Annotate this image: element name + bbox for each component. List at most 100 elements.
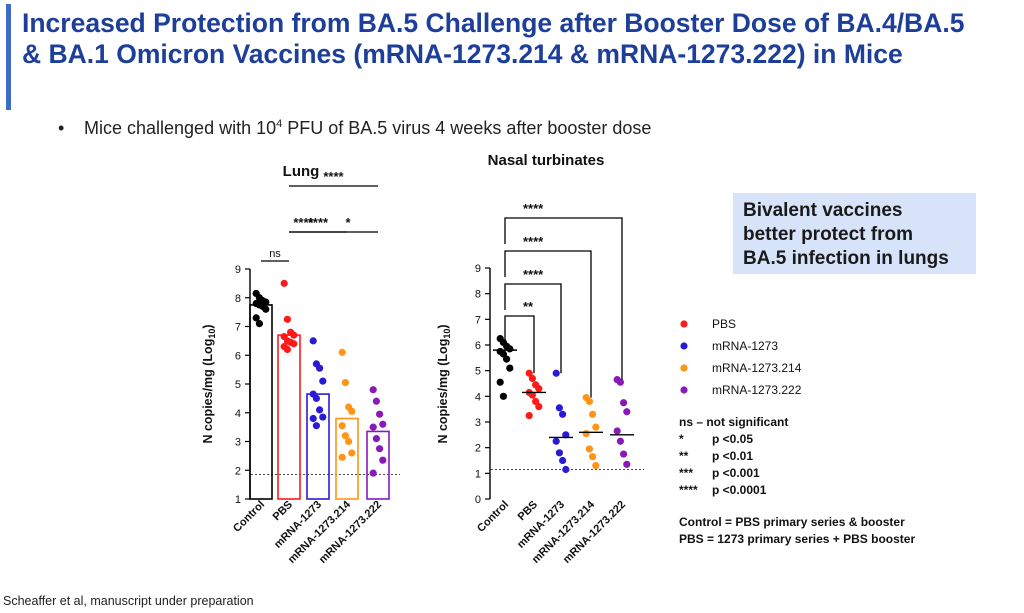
- data-point: [592, 462, 600, 470]
- data-point: [616, 437, 625, 445]
- data-point: [338, 348, 346, 356]
- data-point: [506, 345, 514, 353]
- significance-bracket: [504, 315, 535, 374]
- data-point: [623, 460, 631, 468]
- data-point: [562, 431, 570, 439]
- data-point: [620, 399, 628, 407]
- significance-key-text: p <0.0001: [712, 483, 767, 497]
- significance-key-symbol: ***: [679, 466, 693, 480]
- data-point: [280, 279, 288, 287]
- significance-label: *: [345, 215, 351, 230]
- data-point: [589, 410, 597, 418]
- data-point: [262, 305, 270, 313]
- data-point: [348, 449, 356, 457]
- data-point: [379, 456, 387, 464]
- data-point: [319, 377, 327, 385]
- data-point: [379, 420, 387, 428]
- significance-label: ns: [269, 248, 281, 260]
- y-tick-label: 0: [475, 494, 481, 506]
- slide-title: Increased Protection from BA.5 Challenge…: [22, 8, 1022, 70]
- data-point: [316, 364, 324, 372]
- data-point: [290, 331, 298, 339]
- data-point: [341, 432, 349, 440]
- data-point: [592, 423, 600, 431]
- significance-key-symbol: ****: [679, 483, 698, 497]
- data-point: [309, 414, 317, 423]
- significance-label: ****: [523, 201, 544, 216]
- data-point: [589, 453, 597, 461]
- data-point: [585, 445, 594, 453]
- data-point: [369, 469, 377, 477]
- group-definition-note: PBS = 1273 primary series + PBS booster: [679, 532, 915, 546]
- data-point: [506, 364, 514, 372]
- data-point: [283, 345, 291, 354]
- significance-label: ****: [323, 169, 344, 184]
- data-point: [552, 437, 560, 445]
- y-tick-label: 9: [235, 264, 241, 276]
- data-point: [319, 413, 327, 421]
- data-point: [582, 429, 590, 438]
- data-point: [338, 453, 346, 461]
- y-tick-label: 3: [235, 437, 241, 449]
- callout-line-2: better protect from: [743, 224, 913, 245]
- bar-Control: [249, 304, 273, 500]
- significance-label: ****: [293, 215, 314, 230]
- bullet-text: Mice challenged with 104 PFU of BA.5 vir…: [84, 118, 651, 139]
- data-point: [528, 374, 537, 382]
- significance-label: ****: [308, 215, 329, 230]
- y-tick-label: 7: [475, 314, 481, 326]
- significance-key-text: p <0.05: [712, 432, 753, 446]
- data-point: [290, 340, 298, 348]
- y-tick-label: 5: [475, 366, 481, 378]
- y-tick-label: 6: [235, 350, 241, 362]
- data-point: [309, 337, 317, 345]
- bullet-icon: •: [58, 118, 65, 138]
- data-point: [255, 320, 263, 328]
- data-point: [555, 404, 564, 412]
- data-point: [338, 422, 346, 430]
- category-label: PBS: [271, 499, 295, 523]
- data-point: [341, 378, 349, 387]
- data-point: [372, 435, 380, 443]
- significance-key-text: p <0.01: [712, 449, 753, 463]
- legend-marker: [680, 364, 688, 372]
- data-point: [372, 397, 380, 405]
- data-point: [562, 465, 570, 474]
- data-point: [503, 355, 511, 363]
- significance-label: **: [523, 299, 534, 314]
- data-point: [535, 385, 543, 393]
- group-definition-note: Control = PBS primary series & booster: [679, 515, 905, 529]
- data-point: [499, 350, 507, 358]
- chart-title: Nasal turbinates: [488, 152, 605, 169]
- data-point: [316, 406, 324, 414]
- data-point: [369, 386, 377, 394]
- legend-marker: [680, 320, 688, 328]
- data-point: [535, 403, 543, 411]
- y-tick-label: 7: [235, 322, 241, 334]
- data-point: [345, 437, 353, 446]
- callout-box: Bivalent vaccines better protect from BA…: [733, 193, 976, 274]
- data-point: [499, 392, 507, 400]
- data-point: [532, 397, 540, 406]
- data-point: [312, 394, 320, 402]
- data-point: [616, 378, 625, 386]
- data-point: [376, 445, 384, 453]
- title-line-1: Increased Protection from BA.5 Challenge…: [22, 8, 965, 38]
- title-line-2: & BA.1 Omicron Vaccines (mRNA-1273.214 &…: [22, 39, 903, 69]
- bullet-exponent: 4: [276, 118, 283, 130]
- data-point: [369, 423, 377, 431]
- data-point: [525, 369, 533, 377]
- bullet-text-pre: Mice challenged with 10: [84, 118, 277, 138]
- nasal-chart: Nasal turbinates 0 1 2 3 4 5 6 7 8 9 N copies/mg (L…: [436, 152, 644, 566]
- chart-title: Lung: [283, 163, 320, 180]
- y-tick-label: 2: [235, 465, 241, 477]
- legend-label: PBS: [712, 317, 736, 331]
- significance-key-symbol: **: [679, 449, 689, 463]
- data-point: [283, 315, 291, 323]
- legend-marker: [680, 342, 688, 350]
- y-tick-label: 8: [235, 293, 241, 305]
- data-point: [525, 411, 533, 420]
- significance-key-symbol: *: [679, 432, 684, 446]
